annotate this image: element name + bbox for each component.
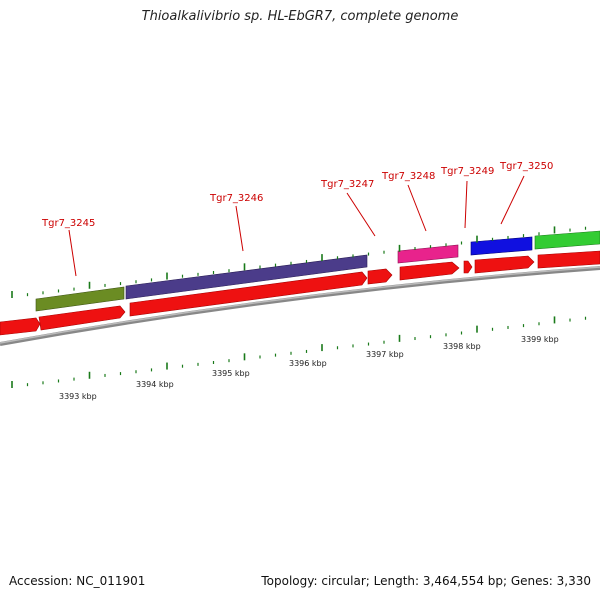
scale-labels: 3393 kbp 3394 kbp 3395 kbp 3396 kbp 3397… <box>59 335 559 401</box>
arrow-feature-3[interactable] <box>367 268 393 285</box>
arrow-feature-5[interactable] <box>463 260 473 274</box>
arrow-feature-7[interactable] <box>537 250 600 269</box>
gene-box-tgr7-3246[interactable] <box>125 254 368 300</box>
gene-label-tgr7-3250[interactable]: Tgr7_3250 <box>499 161 553 172</box>
arrow-feature-0[interactable] <box>0 317 41 336</box>
genome-title: Thioalkalivibrio sp. HL-EbGR7, complete … <box>141 9 459 24</box>
arrow-feature-4[interactable] <box>399 261 460 281</box>
arrow-feature-6[interactable] <box>474 255 535 274</box>
lower-scale-ticks <box>11 316 587 388</box>
arrow-feature-2[interactable] <box>129 271 368 317</box>
scale-label-3396: 3396 kbp <box>289 359 327 368</box>
accession-text: Accession: NC_011901 <box>9 574 146 588</box>
gene-box-tgr7-3245[interactable] <box>35 286 125 312</box>
gene-boxes <box>35 230 600 312</box>
scale-label-3398: 3398 kbp <box>443 342 481 351</box>
gene-labels: Tgr7_3245 Tgr7_3246 Tgr7_3247 Tgr7_3248 … <box>41 161 553 229</box>
genome-summary-text: Topology: circular; Length: 3,464,554 bp… <box>261 574 591 588</box>
scale-label-3397: 3397 kbp <box>366 350 404 359</box>
gene-label-tgr7-3245[interactable]: Tgr7_3245 <box>41 218 95 229</box>
scale-label-3394: 3394 kbp <box>136 380 174 389</box>
scale-label-3395: 3395 kbp <box>212 369 250 378</box>
genome-backbone <box>0 266 600 346</box>
upper-scale-ticks <box>11 226 587 298</box>
gene-label-leaders <box>68 175 525 277</box>
gene-box-tgr7-3248[interactable] <box>397 244 459 264</box>
scale-label-3399: 3399 kbp <box>521 335 559 344</box>
gene-label-tgr7-3247[interactable]: Tgr7_3247 <box>320 179 374 190</box>
scale-label-3393: 3393 kbp <box>59 392 97 401</box>
arrow-feature-1[interactable] <box>38 305 126 331</box>
gene-label-tgr7-3248[interactable]: Tgr7_3248 <box>381 171 435 182</box>
gene-label-tgr7-3249[interactable]: Tgr7_3249 <box>440 166 494 177</box>
feature-arrows <box>0 250 600 336</box>
gene-label-tgr7-3246[interactable]: Tgr7_3246 <box>209 193 263 204</box>
gene-box-tgr7-3250[interactable] <box>470 236 533 256</box>
gene-box-unlabeled[interactable] <box>534 230 600 250</box>
